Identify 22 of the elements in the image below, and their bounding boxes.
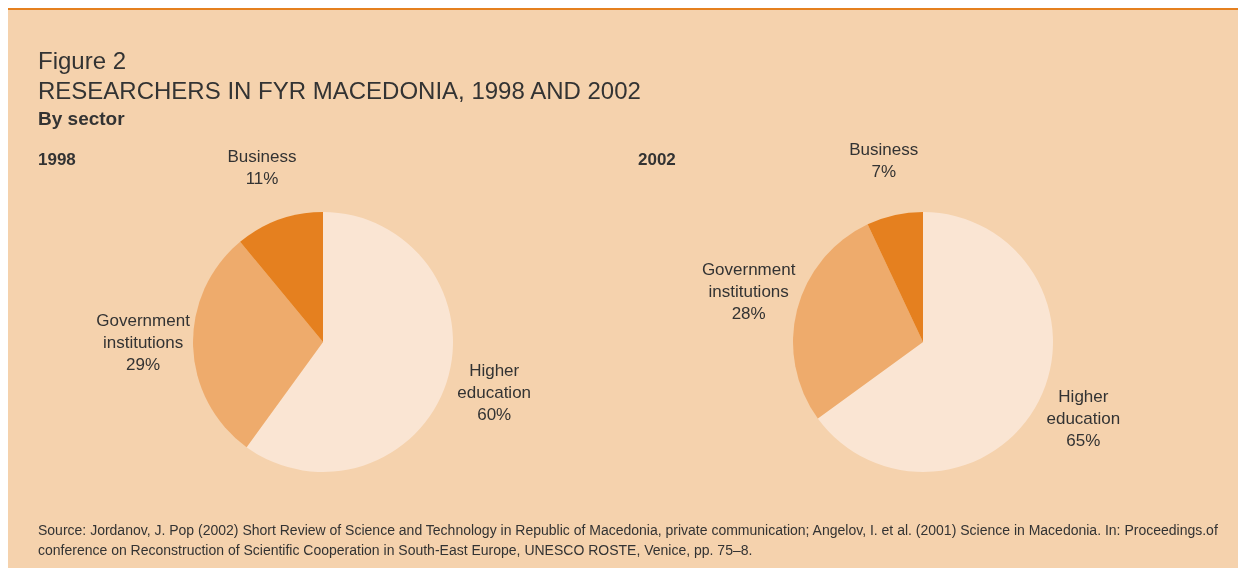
pie-slice: [240, 212, 323, 342]
source-note: Source: Jordanov, J. Pop (2002) Short Review of Science and Technology in Republic of Macedonia, private communication; Angelov, I. et al. (2001) Science in Macedonia. In: Proceedings.of conference on Reconstruction of Scientific Cooperation in South-East Europe, UNESCO ROSTE, Venice, pp. 75–8.: [38, 521, 1218, 560]
slice-label: Business: [849, 140, 919, 160]
slice-label: Higher education: [1046, 386, 1121, 428]
data-label: 28%: [731, 304, 766, 324]
slice-label: Higher education: [457, 360, 532, 402]
data-label: 60%: [477, 404, 512, 424]
data-label: 65%: [1066, 430, 1101, 450]
data-label: 29%: [126, 354, 161, 374]
slice-label: Government institutions: [701, 260, 796, 302]
chart-title: 2002: [638, 150, 676, 170]
text: RESEARCHERS IN FYR MACEDONIA, 1998 AND 2002: [38, 76, 641, 106]
caption: Figure 2: [38, 46, 127, 76]
pie-slice: [246, 212, 453, 472]
pie-slice: [867, 212, 923, 342]
slice-label: Business: [227, 146, 297, 166]
slice-label: Government institutions: [96, 310, 191, 352]
data-label: 7%: [871, 162, 897, 182]
text: By sector: [38, 108, 125, 130]
data-label: 11%: [245, 168, 279, 188]
chart-title: 1998: [38, 150, 76, 170]
pie-slice: [193, 241, 323, 448]
